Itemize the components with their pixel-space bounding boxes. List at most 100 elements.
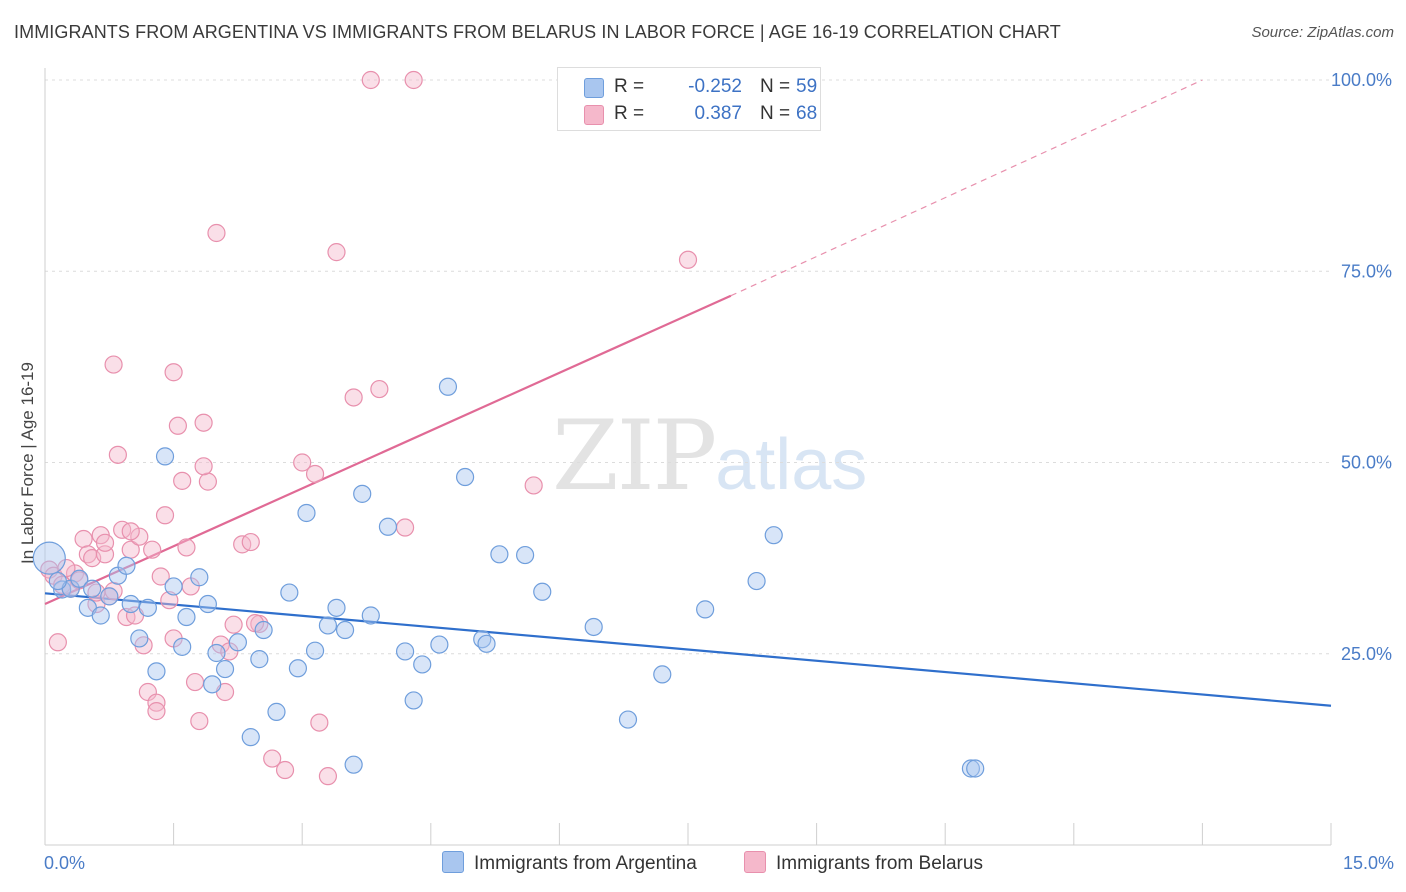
chart-title: IMMIGRANTS FROM ARGENTINA VS IMMIGRANTS … xyxy=(14,22,1061,42)
data-point-belarus xyxy=(151,567,170,586)
data-point-argentina xyxy=(378,517,398,536)
data-point-argentina xyxy=(335,620,355,640)
points-belarus xyxy=(40,70,698,786)
bottom-legend-belarus: Immigrants from Belarus xyxy=(744,851,983,875)
legend-swatch-argentina xyxy=(584,78,604,98)
data-point-argentina xyxy=(477,634,496,653)
x-tick-label: 0.0% xyxy=(44,853,85,873)
data-point-argentina xyxy=(327,598,346,617)
watermark-zip: ZIP xyxy=(552,400,717,512)
trendline-belarus-extension xyxy=(730,79,1203,297)
data-point-belarus xyxy=(263,749,282,768)
trendline-belarus xyxy=(44,294,732,606)
data-point-argentina xyxy=(203,675,222,694)
data-point-argentina xyxy=(250,650,269,669)
data-point-argentina xyxy=(215,659,235,679)
correlation-legend: R = -0.252 N = 59 R = 0.387 N = 68 xyxy=(557,67,821,131)
data-point-belarus xyxy=(57,558,76,578)
data-point-argentina xyxy=(404,691,423,710)
data-point-belarus xyxy=(678,250,698,269)
data-point-argentina xyxy=(130,629,149,648)
data-point-belarus xyxy=(168,416,187,435)
y-tick-label: 25.0% xyxy=(1341,644,1392,664)
data-point-argentina xyxy=(173,637,192,656)
data-point-argentina xyxy=(430,635,449,654)
data-point-argentina xyxy=(653,665,672,684)
data-point-argentina xyxy=(344,755,363,774)
bottom-legend-argentina: Immigrants from Argentina xyxy=(442,851,697,875)
data-point-argentina xyxy=(361,606,380,625)
data-point-argentina xyxy=(32,541,66,575)
data-point-argentina xyxy=(305,641,325,660)
chart-source: Source: ZipAtlas.com xyxy=(1251,24,1394,41)
data-point-argentina xyxy=(155,447,175,466)
data-point-argentina xyxy=(455,467,475,487)
data-point-argentina xyxy=(254,620,273,640)
data-point-belarus xyxy=(104,355,123,374)
legend-r-value-argentina: -0.252 xyxy=(688,76,742,97)
data-point-belarus xyxy=(224,615,243,634)
data-point-argentina xyxy=(618,710,638,729)
data-point-belarus xyxy=(130,527,149,546)
legend-n-label: N = xyxy=(760,76,791,97)
data-point-argentina xyxy=(198,594,217,614)
data-point-argentina xyxy=(318,616,338,635)
data-point-argentina xyxy=(516,545,535,565)
data-point-argentina xyxy=(207,643,226,663)
data-point-argentina xyxy=(395,642,415,661)
trendlines xyxy=(44,79,1332,707)
y-axis-label: In Labor Force | Age 16-19 xyxy=(18,362,37,564)
y-tick-label: 100.0% xyxy=(1331,70,1392,90)
bottom-legend-label-belarus: Immigrants from Belarus xyxy=(776,853,983,874)
data-point-belarus xyxy=(48,633,67,652)
gridlines xyxy=(45,79,1331,655)
data-point-belarus xyxy=(344,388,363,407)
data-point-argentina xyxy=(228,633,247,652)
data-point-argentina xyxy=(353,484,372,503)
data-point-argentina xyxy=(297,503,316,523)
bottom-legend-swatch-argentina xyxy=(442,851,464,873)
data-point-belarus xyxy=(524,476,543,495)
data-point-belarus xyxy=(147,702,166,721)
data-point-argentina xyxy=(764,526,783,545)
legend-n-value-belarus: 68 xyxy=(796,103,818,124)
y-tick-label: 50.0% xyxy=(1341,453,1392,473)
data-point-argentina xyxy=(164,577,183,596)
points-argentina xyxy=(32,377,985,778)
data-point-belarus xyxy=(155,506,175,525)
data-point-argentina xyxy=(747,571,766,591)
legend-r-label: R = xyxy=(614,76,645,97)
data-point-belarus xyxy=(395,518,415,537)
data-point-argentina xyxy=(241,728,260,747)
data-point-argentina xyxy=(190,568,209,587)
data-point-belarus xyxy=(198,472,217,491)
data-point-argentina xyxy=(177,607,196,627)
data-point-belarus xyxy=(361,70,380,90)
data-point-belarus xyxy=(177,538,196,557)
data-point-argentina xyxy=(413,655,432,674)
data-point-argentina xyxy=(280,583,299,602)
data-point-argentina xyxy=(696,600,715,619)
data-point-belarus xyxy=(160,591,179,610)
y-tick-label: 75.0% xyxy=(1341,261,1392,281)
trendline-argentina xyxy=(44,592,1332,707)
axes xyxy=(44,68,1332,846)
data-point-argentina xyxy=(70,569,89,588)
data-point-argentina xyxy=(100,587,119,606)
data-point-belarus xyxy=(327,243,346,262)
legend-n-value-argentina: 59 xyxy=(796,76,818,97)
data-point-argentina xyxy=(267,702,286,721)
data-point-belarus xyxy=(74,529,93,549)
data-point-belarus xyxy=(275,760,295,780)
data-point-belarus xyxy=(207,223,226,243)
bottom-legend-label-argentina: Immigrants from Argentina xyxy=(474,853,697,874)
data-point-belarus xyxy=(164,363,183,382)
data-point-belarus xyxy=(143,540,162,559)
data-point-argentina xyxy=(121,594,140,614)
data-point-belarus xyxy=(194,413,213,432)
data-point-belarus xyxy=(404,70,423,90)
data-point-argentina xyxy=(138,598,157,617)
data-point-belarus xyxy=(241,532,260,552)
data-point-argentina xyxy=(147,662,166,681)
data-point-belarus xyxy=(95,533,115,552)
